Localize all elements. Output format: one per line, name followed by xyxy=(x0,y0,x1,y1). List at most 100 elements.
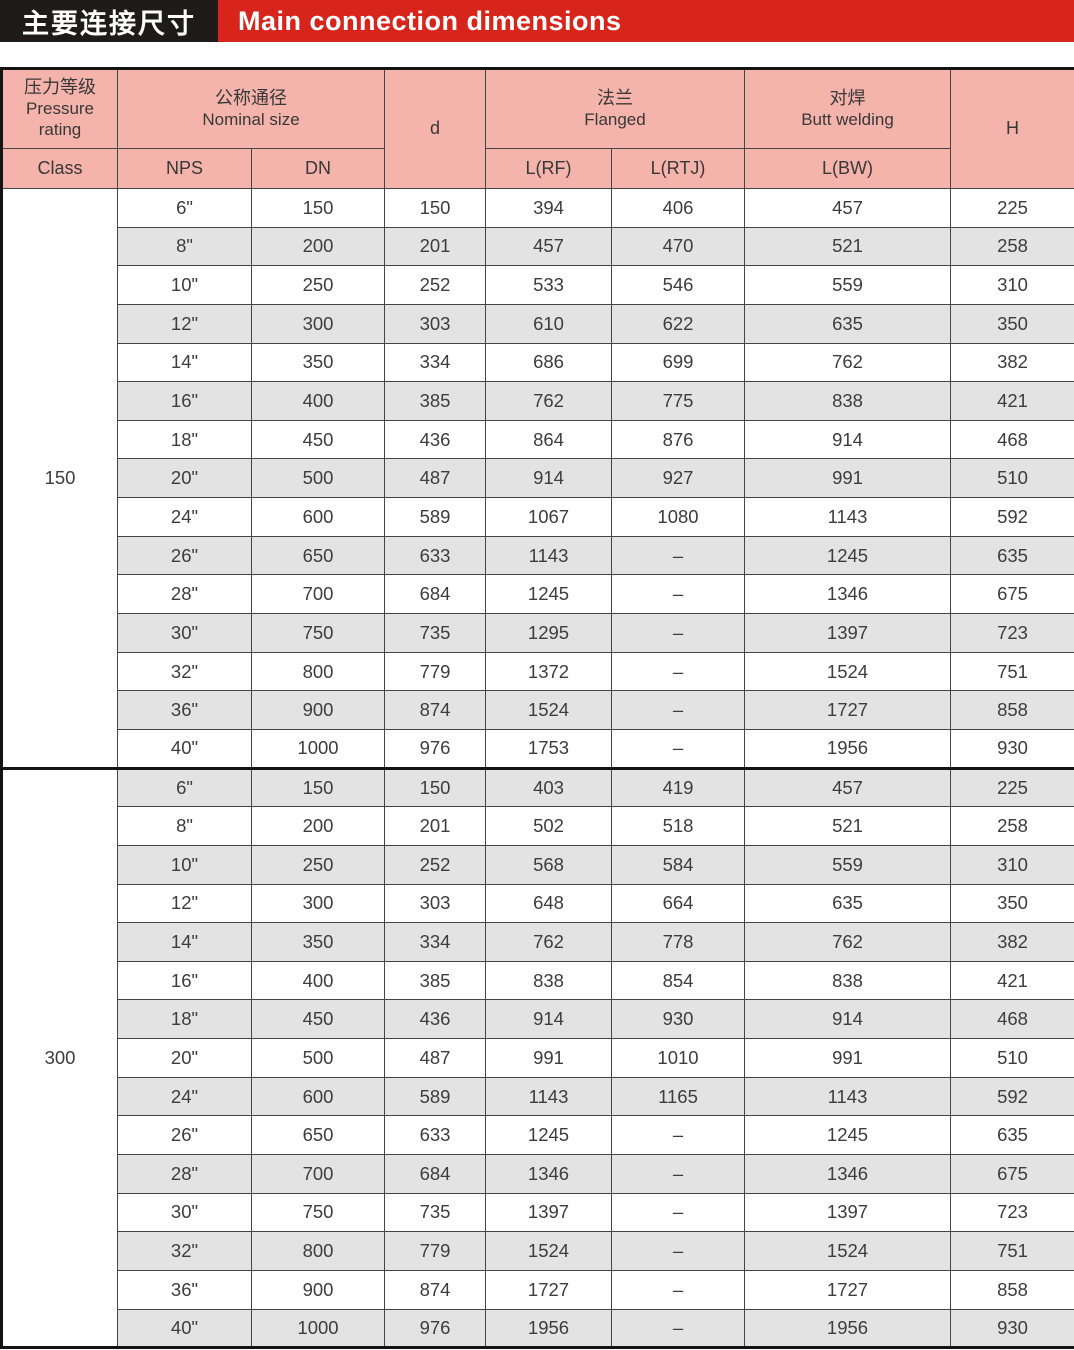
header-row-main: 压力等级 Pressure rating 公称通径 Nominal size d… xyxy=(1,68,1074,189)
cell-dn: 900 xyxy=(251,1269,385,1310)
cell-d: 779 xyxy=(384,651,486,692)
cell-lrf: 864 xyxy=(485,419,612,460)
header-pressure-zh: 压力等级 xyxy=(24,77,96,98)
cell-nps: 16" xyxy=(117,381,252,421)
cell-lrtj: 927 xyxy=(611,458,745,499)
cell-lrtj: – xyxy=(611,613,745,653)
header-nominal-size: 公称通径 Nominal size xyxy=(117,68,385,149)
cell-dn: 500 xyxy=(251,1038,385,1078)
cell-nps: 32" xyxy=(117,1231,252,1271)
cell-h: 468 xyxy=(950,999,1074,1040)
cell-h: 751 xyxy=(950,1231,1074,1271)
cell-d: 487 xyxy=(384,1038,486,1078)
pressure-class-cell: 300 xyxy=(1,766,118,1349)
cell-h: 723 xyxy=(950,1192,1074,1233)
cell-nps: 30" xyxy=(117,1192,252,1233)
table-row: 300 6" 150 150 403 419 457 225 xyxy=(1,766,1074,1349)
table-row: 18" 450 436 914 930 914 468 xyxy=(2,999,1074,1040)
cell-d: 150 xyxy=(384,188,486,228)
table-row: 20" 500 487 991 1010 991 510 xyxy=(2,1038,1074,1078)
cell-dn: 350 xyxy=(251,342,385,383)
table-row: 8" 200 201 502 518 521 258 xyxy=(2,806,1074,846)
cell-lrf: 1524 xyxy=(485,690,612,730)
cell-nps: 6" xyxy=(117,188,252,228)
cell-dn: 450 xyxy=(251,419,385,460)
cell-lbw: 1727 xyxy=(744,690,951,730)
cell-lrf: 1753 xyxy=(485,728,612,769)
table-row: 26" 650 633 1245–1245 635 xyxy=(2,1115,1074,1156)
header-lrf: L(RF) xyxy=(485,148,612,189)
cell-h: 592 xyxy=(950,497,1074,537)
cell-lrtj: 930 xyxy=(611,999,745,1040)
cell-dn: 1000 xyxy=(251,728,385,769)
table-row: 12" 300 303 610 622 635 350 xyxy=(2,303,1074,344)
cell-h: 225 xyxy=(950,766,1074,808)
cell-d: 201 xyxy=(384,806,486,846)
cell-h: 635 xyxy=(950,1115,1074,1156)
header-lrtj: L(RTJ) xyxy=(611,148,745,189)
cell-h: 675 xyxy=(950,574,1074,615)
header-pressure-rating: 压力等级 Pressure rating xyxy=(1,68,118,149)
cell-h: 468 xyxy=(950,419,1074,460)
cell-lrf: 991 xyxy=(485,1038,612,1078)
cell-h: 930 xyxy=(950,1308,1074,1349)
cell-nps: 18" xyxy=(117,419,252,460)
header-dn: DN xyxy=(251,148,385,189)
cell-d: 735 xyxy=(384,1192,486,1233)
cell-lrf: 1295 xyxy=(485,613,612,653)
cell-dn: 650 xyxy=(251,1115,385,1156)
cell-lrf: 1372 xyxy=(485,651,612,692)
header-lbw: L(BW) xyxy=(744,148,951,189)
cell-h: 510 xyxy=(950,458,1074,499)
cell-dn: 150 xyxy=(251,766,385,808)
cell-lrtj: – xyxy=(611,1115,745,1156)
cell-d: 150 xyxy=(384,766,486,808)
cell-lrf: 838 xyxy=(485,960,612,1001)
cell-dn: 150 xyxy=(251,188,385,228)
header-flanged: 法兰 Flanged xyxy=(485,68,745,149)
cell-lrf: 1143 xyxy=(485,535,612,576)
cell-dn: 600 xyxy=(251,497,385,537)
cell-dn: 350 xyxy=(251,922,385,962)
cell-h: 258 xyxy=(950,226,1074,267)
cell-lrtj: – xyxy=(611,535,745,576)
cell-lbw: 635 xyxy=(744,303,951,344)
cell-lrf: 403 xyxy=(485,766,612,808)
cell-lrtj: 854 xyxy=(611,960,745,1001)
cell-nps: 14" xyxy=(117,342,252,383)
cell-lrf: 1956 xyxy=(485,1308,612,1349)
cell-dn: 650 xyxy=(251,535,385,576)
cell-h: 350 xyxy=(950,883,1074,924)
header-class: Class xyxy=(1,148,118,189)
table-row: 28" 700 684 1245–1346 675 xyxy=(2,574,1074,615)
cell-lrf: 610 xyxy=(485,303,612,344)
cell-h: 382 xyxy=(950,922,1074,962)
cell-d: 334 xyxy=(384,342,486,383)
cell-lrtj: – xyxy=(611,1231,745,1271)
cell-lrtj: 406 xyxy=(611,188,745,228)
cell-dn: 600 xyxy=(251,1076,385,1117)
cell-lbw: 991 xyxy=(744,1038,951,1078)
cell-lbw: 1346 xyxy=(744,574,951,615)
table-row: 40" 1000 976 1956–1956 930 xyxy=(2,1308,1074,1349)
cell-lrtj: 1080 xyxy=(611,497,745,537)
cell-d: 252 xyxy=(384,265,486,305)
cell-nps: 14" xyxy=(117,922,252,962)
cell-nps: 24" xyxy=(117,497,252,537)
header-d: d xyxy=(384,68,486,189)
cell-dn: 300 xyxy=(251,883,385,924)
table-row: 14" 350 334 762 778 762 382 xyxy=(2,922,1074,962)
cell-lrtj: – xyxy=(611,651,745,692)
cell-nps: 40" xyxy=(117,728,252,769)
cell-h: 310 xyxy=(950,265,1074,305)
cell-lrf: 762 xyxy=(485,922,612,962)
cell-d: 684 xyxy=(384,574,486,615)
connection-dimensions-table: 压力等级 Pressure rating 公称通径 Nominal size d… xyxy=(0,67,1074,1350)
table-row: 10" 250 252 568 584 559 310 xyxy=(2,844,1074,885)
cell-h: 858 xyxy=(950,690,1074,730)
cell-dn: 500 xyxy=(251,458,385,499)
cell-h: 723 xyxy=(950,613,1074,653)
cell-nps: 40" xyxy=(117,1308,252,1349)
cell-lrtj: – xyxy=(611,574,745,615)
cell-lbw: 762 xyxy=(744,922,951,962)
